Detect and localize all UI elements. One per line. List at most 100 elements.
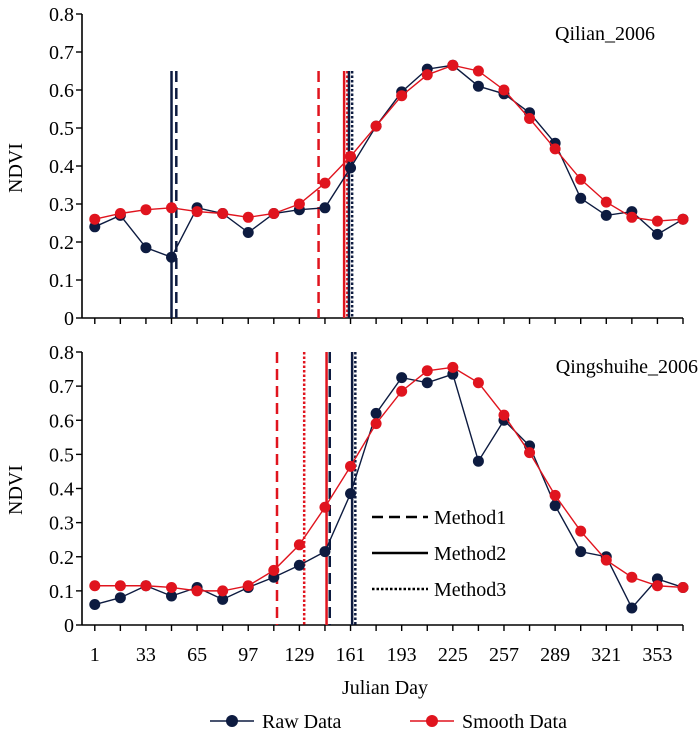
- smooth-data-point: [600, 196, 612, 208]
- y-tick-label: 0: [64, 615, 74, 637]
- series-legend-label: Smooth Data: [462, 711, 567, 733]
- smooth-data-point: [370, 120, 382, 132]
- smooth-data-point: [472, 377, 484, 389]
- smooth-data-point: [191, 585, 203, 597]
- series-legend-marker: [426, 715, 438, 727]
- raw-data-point: [396, 372, 408, 384]
- smooth-data-point: [370, 418, 382, 430]
- y-tick-label: 0.3: [49, 513, 74, 535]
- y-tick-label: 0.7: [49, 42, 74, 64]
- raw-data-point: [89, 221, 101, 233]
- smooth-data-point: [677, 581, 689, 593]
- raw-data-point: [472, 455, 484, 467]
- x-tick-label: 193: [387, 644, 417, 666]
- x-tick-label: 321: [591, 644, 621, 666]
- raw-data-line: [94, 64, 684, 259]
- raw-data-point: [472, 80, 484, 92]
- smooth-data-point: [524, 447, 536, 459]
- smooth-data-point: [549, 143, 561, 155]
- series-legend-label: Raw Data: [262, 711, 342, 733]
- smooth-data-point: [293, 198, 305, 210]
- y-tick-label: 0.1: [49, 581, 74, 603]
- smooth-data-point: [166, 202, 178, 214]
- panel-title: Qingshuihe_2006: [556, 356, 698, 378]
- smooth-data-point: [677, 213, 689, 225]
- panel-qilian: Qilian_2006 NDVI 0 0.1 0.2 0.3 0.4 0.5 0.6 0.7 0…: [5, 4, 689, 330]
- raw-data-point: [575, 546, 587, 558]
- series-legend-marker: [226, 715, 238, 727]
- smooth-data-point: [447, 59, 459, 71]
- smooth-data-point: [600, 554, 612, 566]
- smooth-data-point: [421, 365, 433, 377]
- smooth-data-point: [498, 409, 510, 421]
- panel-qingshuihe: Qingshuihe_2006 NDVI Julian Day 0 0.1 0.2 0…: [5, 342, 698, 699]
- smooth-data-point: [191, 206, 203, 218]
- raw-data-point: [140, 242, 152, 254]
- y-tick-label: 0.2: [49, 547, 74, 569]
- raw-data-point: [166, 590, 178, 602]
- raw-data-point: [421, 377, 433, 389]
- smooth-data-point: [319, 501, 331, 513]
- smooth-data-point: [345, 460, 357, 472]
- raw-data-point: [89, 599, 101, 611]
- x-tick-label: 257: [489, 644, 519, 666]
- x-tick-label: 65: [187, 644, 207, 666]
- y-tick-label: 0.4: [49, 479, 74, 501]
- method-legend: Method1 Method2 Method3: [372, 507, 506, 601]
- y-tick-label: 0.3: [49, 194, 74, 216]
- smooth-data-point: [396, 90, 408, 102]
- series-legend: Raw Data Smooth Data: [210, 711, 567, 733]
- y-tick-label: 0.8: [49, 4, 74, 26]
- raw-data-point: [549, 500, 561, 512]
- smooth-data-point: [524, 113, 536, 124]
- raw-data-point: [345, 162, 357, 174]
- method-legend-label: Method1: [434, 507, 506, 529]
- y-tick-label: 0.8: [49, 342, 74, 364]
- x-axis-label: Julian Day: [342, 677, 428, 699]
- smooth-data-point: [268, 208, 280, 219]
- smooth-data-point: [626, 211, 638, 223]
- raw-data-point: [217, 593, 229, 605]
- smooth-data-point: [575, 173, 587, 185]
- x-tick-label: 353: [642, 644, 672, 666]
- smooth-data-line: [94, 64, 684, 222]
- raw-data-point: [575, 192, 587, 204]
- smooth-data-point: [651, 580, 663, 592]
- smooth-data-point: [396, 385, 408, 397]
- y-axis-label: NDVI: [5, 465, 27, 515]
- raw-data-point: [345, 488, 357, 500]
- raw-data-point: [319, 202, 331, 214]
- y-tick-label: 0.6: [49, 80, 74, 102]
- smooth-data-point: [345, 151, 357, 162]
- smooth-data-point: [549, 489, 561, 501]
- y-tick-label: 0.5: [49, 444, 74, 466]
- smooth-data-point: [89, 580, 101, 592]
- y-tick-label: 0: [64, 308, 74, 330]
- raw-data-point: [114, 592, 126, 604]
- y-tick-label: 0.5: [49, 118, 74, 140]
- x-tick-label: 129: [284, 644, 314, 666]
- x-tick-label: 33: [136, 644, 156, 666]
- y-tick-label: 0.6: [49, 410, 74, 432]
- x-tick-label: 225: [438, 644, 468, 666]
- x-tick-label: 97: [238, 644, 258, 666]
- x-tick-label: 161: [336, 644, 366, 666]
- raw-data-point: [293, 559, 305, 571]
- smooth-data-point: [114, 208, 126, 219]
- smooth-data-point: [166, 581, 178, 593]
- smooth-data-point: [242, 580, 254, 592]
- smooth-data-point: [89, 213, 101, 225]
- smooth-data-point: [242, 211, 254, 223]
- y-axis-label: NDVI: [5, 143, 27, 193]
- panel-title: Qilian_2006: [555, 23, 655, 45]
- raw-data-point: [600, 209, 612, 221]
- smooth-data-point: [319, 177, 331, 189]
- y-tick-label: 0.2: [49, 232, 74, 254]
- smooth-data-point: [421, 69, 433, 81]
- raw-data-point: [370, 407, 382, 419]
- raw-data-point: [651, 228, 663, 240]
- x-tick-label: 289: [540, 644, 570, 666]
- y-tick-label: 0.4: [49, 156, 74, 178]
- smooth-data-point: [498, 84, 510, 96]
